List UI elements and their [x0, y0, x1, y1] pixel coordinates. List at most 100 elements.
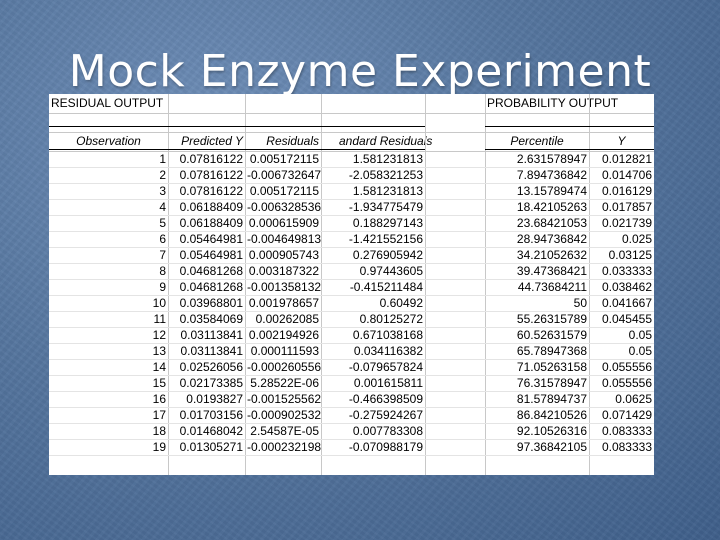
header-observation: Observation — [76, 134, 141, 148]
residual-cell: 5.28522E-06 — [250, 376, 319, 390]
predicted-y-cell: 0.05464981 — [179, 232, 243, 246]
table-row: 7 0.05464981 0.000905743 0.276905942 34.2105… — [49, 247, 654, 263]
standard-residual-cell: 0.671038168 — [352, 328, 423, 342]
header-rule — [49, 126, 425, 127]
probability-y-cell: 0.021739 — [601, 216, 652, 230]
probability-y-cell: 0.045455 — [601, 312, 652, 326]
percentile-cell: 97.36842105 — [516, 440, 587, 454]
residual-output-label: RESIDUAL OUTPUT — [51, 96, 164, 110]
residual-cell: 0.002194926 — [248, 328, 319, 342]
grid-line — [589, 94, 590, 475]
grid-line — [485, 94, 486, 475]
header-predicted-y: Predicted Y — [181, 134, 243, 148]
header-y: Y — [617, 134, 626, 148]
observation-cell: 7 — [159, 248, 166, 262]
predicted-y-cell: 0.01703156 — [179, 408, 243, 422]
percentile-cell: 23.68421053 — [516, 216, 587, 230]
observation-cell: 3 — [159, 184, 166, 198]
table-row: 5 0.06188409 0.000615909 0.188297143 23.6842… — [49, 215, 654, 231]
grid-line — [49, 263, 654, 264]
probability-y-cell: 0.038462 — [601, 280, 652, 294]
predicted-y-cell: 0.02526056 — [179, 360, 243, 374]
observation-cell: 2 — [159, 168, 166, 182]
grid-line — [49, 215, 654, 216]
standard-residual-cell: 0.188297143 — [352, 216, 423, 230]
observation-cell: 14 — [152, 360, 166, 374]
residual-cell: 0.003187322 — [248, 264, 319, 278]
observation-cell: 8 — [159, 264, 166, 278]
probability-y-cell: 0.055556 — [601, 376, 652, 390]
standard-residual-cell: -0.415211484 — [349, 280, 423, 294]
observation-cell: 12 — [152, 328, 166, 342]
grid-line — [245, 94, 246, 475]
standard-residual-cell: 0.97443605 — [359, 264, 423, 278]
probability-y-cell: 0.025 — [621, 232, 652, 246]
predicted-y-cell: 0.07816122 — [179, 152, 243, 166]
grid-line — [49, 311, 654, 312]
observation-cell: 17 — [152, 408, 166, 422]
header-standard-residuals: andard Residuals — [339, 134, 433, 148]
grid-line — [168, 94, 169, 475]
grid-line — [49, 279, 654, 280]
probability-y-cell: 0.033333 — [601, 264, 652, 278]
residual-cell: 2.54587E-05 — [250, 424, 319, 438]
standard-residual-cell: 0.034116382 — [353, 344, 423, 358]
table-row: 9 0.04681268 -0.001358132 -0.415211484 44.73… — [49, 279, 654, 295]
residual-cell: -0.001525562 — [247, 392, 321, 406]
residual-cell: 0.000111593 — [250, 344, 319, 358]
grid-line — [49, 327, 654, 328]
observation-cell: 13 — [152, 344, 166, 358]
header-percentile: Percentile — [510, 134, 564, 148]
header-residuals: Residuals — [266, 134, 319, 148]
section-label-row: RESIDUAL OUTPUT PROBABILITY OUTPUT — [49, 94, 654, 113]
standard-residual-cell: 1.581231813 — [352, 152, 423, 166]
residual-cell: -0.000902532 — [247, 408, 321, 422]
grid-line — [425, 94, 426, 475]
percentile-cell: 7.894736842 — [516, 168, 587, 182]
observation-cell: 15 — [152, 376, 166, 390]
table-row: 11 0.03584069 0.00262085 0.80125272 55.26315… — [49, 311, 654, 327]
standard-residual-cell: 0.007783308 — [352, 424, 423, 438]
percentile-cell: 50 — [573, 296, 587, 310]
probability-y-cell: 0.03125 — [608, 248, 652, 262]
predicted-y-cell: 0.05464981 — [179, 248, 243, 262]
percentile-cell: 86.84210526 — [516, 408, 587, 422]
predicted-y-cell: 0.0193827 — [186, 392, 243, 406]
grid-line — [49, 423, 654, 424]
predicted-y-cell: 0.04681268 — [179, 264, 243, 278]
predicted-y-cell: 0.04681268 — [179, 280, 243, 294]
residual-cell: -0.001358132 — [247, 280, 321, 294]
table-row: 17 0.01703156 -0.000902532 -0.275924267 86.8… — [49, 407, 654, 423]
percentile-cell: 71.05263158 — [516, 360, 587, 374]
predicted-y-cell: 0.02173385 — [179, 376, 243, 390]
spreadsheet-table: RESIDUAL OUTPUT PROBABILITY OUTPUT Obser… — [49, 94, 654, 475]
predicted-y-cell: 0.06188409 — [179, 216, 243, 230]
standard-residual-cell: -1.934775479 — [348, 200, 423, 214]
observation-cell: 1 — [159, 152, 166, 166]
predicted-y-cell: 0.01305271 — [179, 440, 243, 454]
observation-cell: 6 — [159, 232, 166, 246]
observation-cell: 19 — [152, 440, 166, 454]
grid-line — [49, 359, 654, 360]
percentile-cell: 60.52631579 — [516, 328, 587, 342]
grid-line — [49, 455, 654, 456]
observation-cell: 4 — [159, 200, 166, 214]
predicted-y-cell: 0.03113841 — [180, 344, 243, 358]
percentile-cell: 34.21052632 — [516, 248, 587, 262]
probability-y-cell: 0.05 — [628, 328, 652, 342]
residual-cell: 0.000905743 — [248, 248, 319, 262]
observation-cell: 10 — [152, 296, 166, 310]
probability-y-cell: 0.083333 — [601, 424, 652, 438]
standard-residual-cell: -0.275924267 — [348, 408, 423, 422]
probability-y-cell: 0.041667 — [601, 296, 652, 310]
standard-residual-cell: 0.60492 — [379, 296, 423, 310]
table-row: 8 0.04681268 0.003187322 0.97443605 39.47368… — [49, 263, 654, 279]
residual-cell: -0.006328536 — [247, 200, 321, 214]
grid-line — [321, 94, 322, 475]
grid-line — [49, 132, 654, 133]
grid-line — [49, 375, 654, 376]
observation-cell: 5 — [159, 216, 166, 230]
slide-title: Mock Enzyme Experiment — [68, 46, 652, 97]
grid-line — [49, 183, 654, 184]
residual-cell: -0.000232198 — [247, 440, 321, 454]
